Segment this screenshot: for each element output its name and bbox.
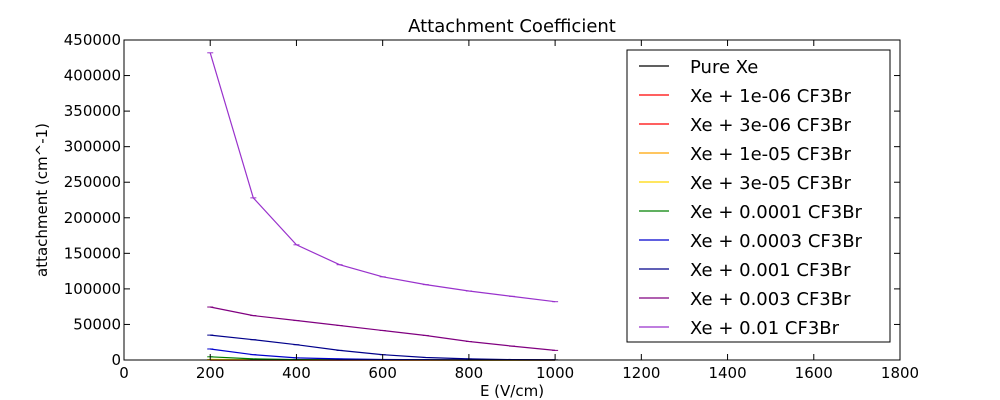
x-tick-label: 1800 <box>881 364 919 382</box>
y-tick-label: 350000 <box>64 102 121 120</box>
y-tick-label: 400000 <box>64 67 121 85</box>
y-tick-label: 100000 <box>64 280 121 298</box>
y-tick-label: 0 <box>111 351 121 369</box>
x-tick-label: 1200 <box>622 364 660 382</box>
legend-label: Xe + 1e-06 CF3Br <box>690 86 851 107</box>
legend-label: Xe + 0.01 CF3Br <box>690 318 840 339</box>
legend-label: Xe + 0.0001 CF3Br <box>690 202 863 223</box>
series <box>207 306 559 351</box>
x-tick-label: 200 <box>196 364 225 382</box>
y-tick-label: 150000 <box>64 244 121 262</box>
x-tick-label: 1600 <box>795 364 833 382</box>
y-tick-label: 50000 <box>73 315 121 333</box>
x-tick-label: 600 <box>368 364 397 382</box>
x-tick-label: 400 <box>282 364 311 382</box>
y-tick-label: 450000 <box>64 31 121 49</box>
y-tick-label: 300000 <box>64 138 121 156</box>
legend-label: Xe + 3e-05 CF3Br <box>690 173 851 194</box>
plot-frame <box>123 39 901 361</box>
x-tick-label: 0 <box>119 364 129 382</box>
legend-label: Xe + 0.0003 CF3Br <box>690 231 863 252</box>
legend-label: Xe + 0.003 CF3Br <box>690 289 851 310</box>
y-tick-label: 200000 <box>64 209 121 227</box>
chart-title: Attachment Coefficient <box>408 16 616 37</box>
legend-label: Xe + 3e-06 CF3Br <box>690 115 851 136</box>
x-tick-label: 1400 <box>708 364 746 382</box>
series <box>207 52 559 303</box>
x-tick-label: 1000 <box>536 364 574 382</box>
axis-layer: 0 200 400 600 800 1000 1200 1400 1600 1800 0 50000 1… <box>64 31 919 382</box>
y-tick-label: 250000 <box>64 173 121 191</box>
legend-box <box>626 49 891 343</box>
y-axis-label: attachment (cm^-1) <box>33 123 51 277</box>
legend-label: Pure Xe <box>690 57 758 78</box>
x-tick-label: 800 <box>455 364 484 382</box>
legend-label: Xe + 1e-05 CF3Br <box>690 144 851 165</box>
legend: Pure Xe Xe + 1e-06 CF3Br Xe + 3e-06 CF3Br X… <box>626 49 891 343</box>
legend-label: Xe + 0.001 CF3Br <box>690 260 851 281</box>
x-axis-label: E (V/cm) <box>480 382 544 400</box>
